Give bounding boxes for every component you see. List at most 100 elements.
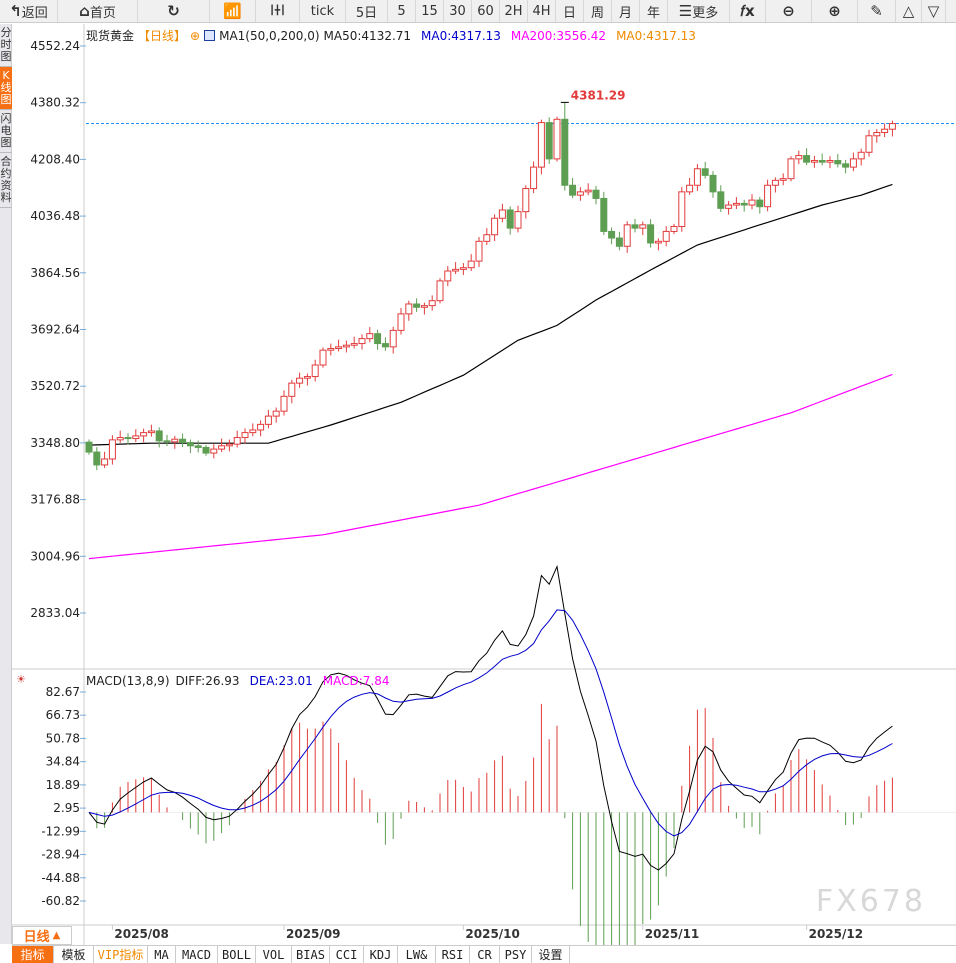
candlestick-button[interactable]: ┃╋┃: [256, 0, 300, 22]
refresh-icon: ↻: [167, 2, 180, 20]
period-selector[interactable]: 日线 ▲: [12, 926, 72, 945]
indicator-tab-cr[interactable]: CR: [470, 946, 500, 963]
candle-up: [311, 364, 319, 378]
toolbar-4H-button[interactable]: 4H: [528, 0, 556, 22]
candle-up: [639, 224, 647, 229]
macd-tick-label: 82.67: [46, 685, 80, 699]
bar-chart-button[interactable]: 📶: [210, 0, 256, 22]
toolbar-2H-button[interactable]: 2H: [500, 0, 528, 22]
indicator-tab-ma[interactable]: MA: [148, 946, 176, 963]
candle-up: [888, 123, 896, 130]
toolbar-label: 5: [397, 3, 406, 19]
candle-down: [506, 209, 514, 229]
candle-down: [155, 430, 163, 442]
triangle-down-button[interactable]: ▽: [922, 0, 946, 22]
indicator-tab-模板[interactable]: 模板: [54, 946, 94, 963]
candle-up: [358, 338, 366, 345]
indicator-tab-psy[interactable]: PSY: [500, 946, 532, 963]
price-tick-label: 3520.72: [30, 379, 80, 393]
indicator-tab-kdj[interactable]: KDJ: [364, 946, 398, 963]
toolbar-tick-button[interactable]: tick: [300, 0, 346, 22]
candle-up: [810, 160, 818, 163]
indicator-icon[interactable]: [204, 30, 216, 41]
candle-down: [374, 333, 382, 345]
toolbar-15-button[interactable]: 15: [416, 0, 444, 22]
candle-up: [826, 160, 834, 163]
candle-up: [436, 280, 444, 302]
candle-down: [615, 237, 623, 247]
candle-down: [608, 230, 616, 239]
sidebar-tab-0[interactable]: 分时图: [0, 24, 12, 67]
menu-icon: ☰: [678, 2, 693, 20]
toolbar-周-button[interactable]: 周: [584, 0, 612, 22]
toolbar-年-button[interactable]: 年: [640, 0, 668, 22]
candle-up: [241, 432, 249, 439]
fx-icon: 𝑓x: [740, 2, 755, 20]
toolbar-5日-button[interactable]: 5日: [346, 0, 388, 22]
triangle-up-button[interactable]: △: [896, 0, 922, 22]
candle-down: [202, 446, 210, 454]
sidebar-tab-3[interactable]: 合约资料: [0, 153, 12, 208]
indicator-name: MA1(50,0,200,0): [219, 28, 320, 43]
candle-up: [498, 209, 506, 219]
candle-up: [873, 131, 881, 137]
candle-up: [795, 155, 803, 160]
candle-up: [405, 303, 413, 315]
indicator-tab-指标[interactable]: 指标: [12, 946, 54, 963]
candle-up: [218, 445, 226, 450]
toolbar-label: 年: [646, 5, 660, 21]
toolbar-label: 首页: [89, 5, 116, 21]
macd-tick-label: 18.89: [46, 778, 80, 792]
indicator-tab-boll[interactable]: BOLL: [218, 946, 256, 963]
indicator-tab-设置[interactable]: 设置: [532, 946, 570, 963]
macd-tick-label: -60.82: [41, 894, 80, 908]
toolbar-首页-button[interactable]: ⌂ 首页: [58, 0, 138, 22]
indicator-tab-macd[interactable]: MACD: [176, 946, 218, 963]
candle-up: [264, 415, 272, 425]
settings-icon[interactable]: ⊕: [190, 28, 201, 43]
candle-down: [592, 189, 600, 199]
toolbar-返回-button[interactable]: ↰ 返回: [0, 0, 58, 22]
fx-button[interactable]: 𝑓x: [730, 0, 766, 22]
indicator-tab-vol[interactable]: VOL: [256, 946, 292, 963]
toolbar-30-button[interactable]: 30: [444, 0, 472, 22]
toolbar-日-button[interactable]: 日: [556, 0, 584, 22]
candle-up: [771, 179, 779, 186]
indicator-tab-cci[interactable]: CCI: [330, 946, 364, 963]
price-tick-label: 3176.88: [30, 493, 80, 507]
candle-up: [459, 267, 467, 270]
zoom-in-button[interactable]: ⊕: [812, 0, 858, 22]
candle-down: [842, 163, 850, 168]
ma50-line: [88, 183, 893, 446]
dea-value: DEA:23.01: [249, 674, 313, 688]
toolbar-60-button[interactable]: 60: [472, 0, 500, 22]
toolbar-label: tick: [310, 3, 335, 19]
indicator-tab-rsi[interactable]: RSI: [436, 946, 470, 963]
toolbar-5-button[interactable]: 5: [388, 0, 416, 22]
candle-down: [834, 160, 842, 165]
candle-up: [280, 395, 288, 412]
zoom-out-button[interactable]: ⊖: [766, 0, 812, 22]
candle-up: [654, 240, 662, 244]
candle-up: [296, 377, 304, 384]
price-legend: 现货黄金 【日线】 ⊕ MA1(50,0,200,0) MA50:4132.71…: [86, 27, 696, 44]
price-tick-label: 2833.04: [30, 606, 80, 620]
toolbar-更多-button[interactable]: ☰ 更多: [668, 0, 730, 22]
candle-up: [467, 260, 475, 269]
candle-up: [787, 158, 795, 180]
pen-button[interactable]: ✎: [858, 0, 896, 22]
candle-up: [779, 178, 787, 181]
macd-legend: MACD(13,8,9) DIFF:26.93 DEA:23.01 MACD:7…: [86, 674, 390, 688]
sidebar-tab-2[interactable]: 闪电图: [0, 110, 12, 153]
toolbar-月-button[interactable]: 月: [612, 0, 640, 22]
indicator-tab-bias[interactable]: BIAS: [292, 946, 330, 963]
candle-up: [350, 343, 358, 346]
zoom-in-icon: ⊕: [828, 2, 841, 20]
candle-up: [670, 225, 678, 232]
sidebar-tab-1[interactable]: K线图: [0, 67, 12, 110]
candle-down: [186, 442, 194, 447]
indicator-tab-lw&[interactable]: LW&: [398, 946, 436, 963]
indicator-tab-vip指标[interactable]: VIP指标: [94, 946, 148, 963]
refresh-button[interactable]: ↻: [138, 0, 210, 22]
